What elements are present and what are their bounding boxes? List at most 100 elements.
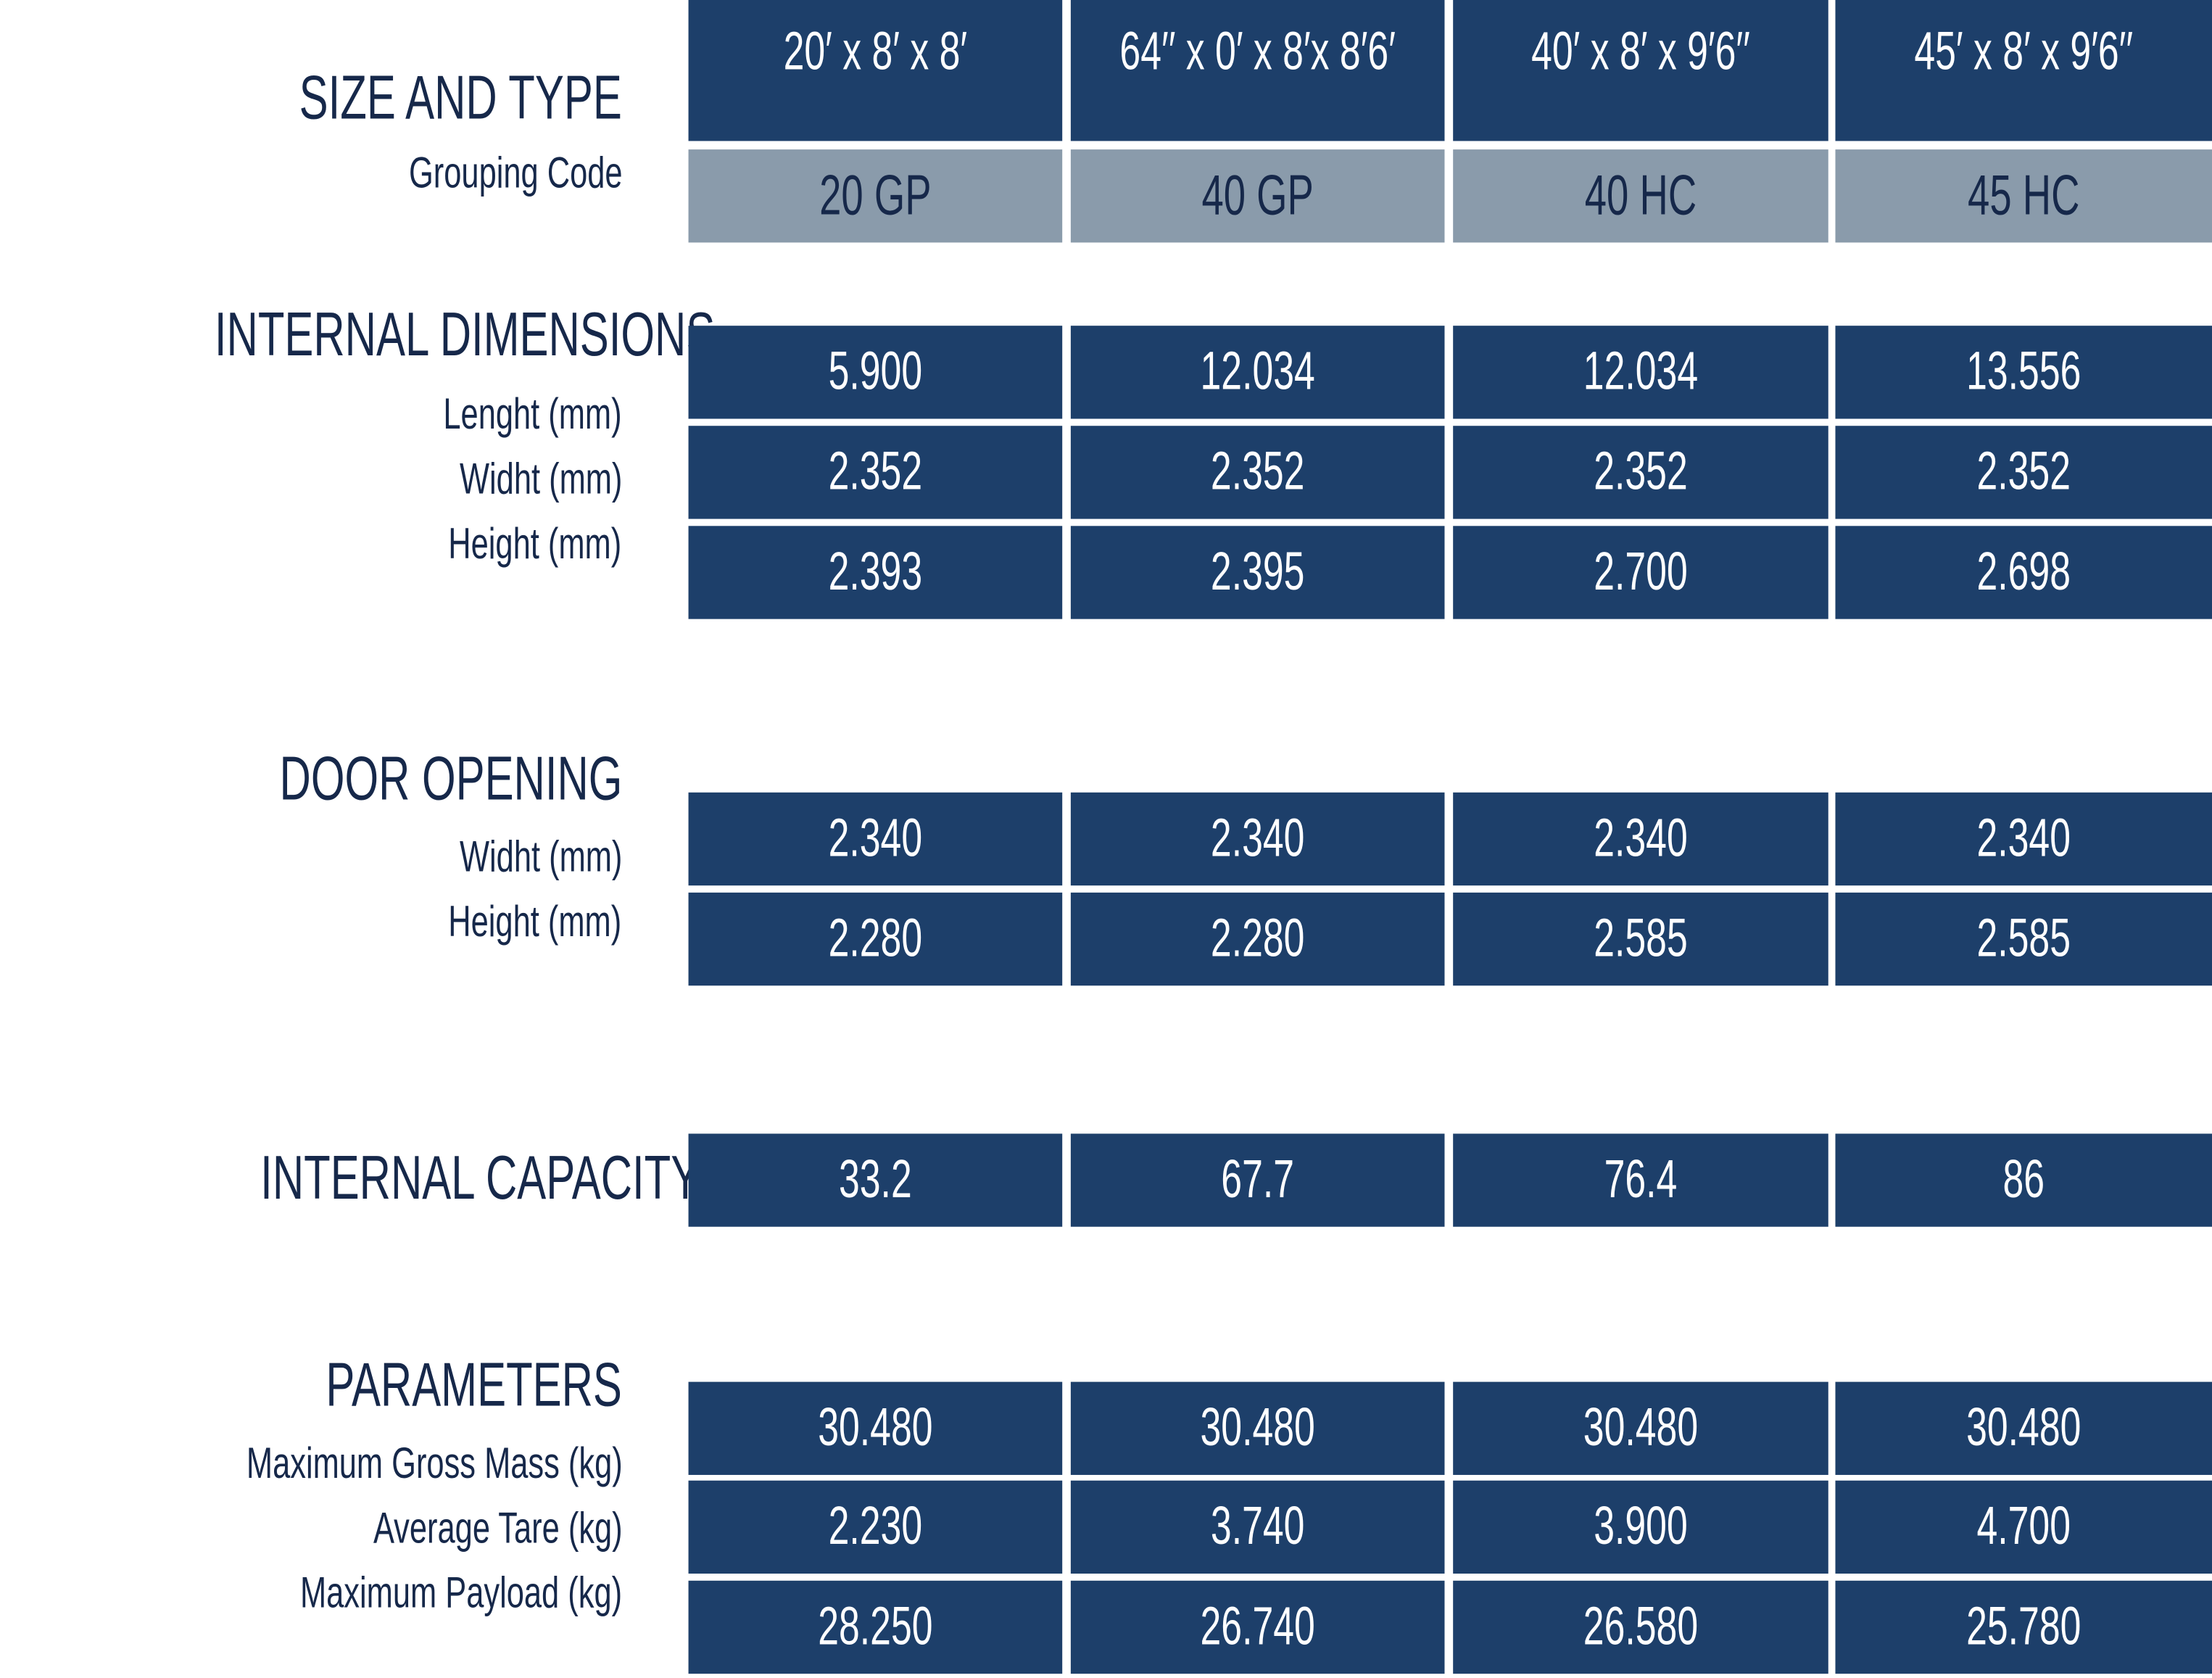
value-cell: 2.352 [1835,426,2212,519]
value-cell-text: 2.340 [828,809,923,869]
value-cell-text: 2.340 [1210,809,1305,869]
size-cell-text: 20′ x 8′ x 8′ [783,22,968,82]
section-title: SIZE AND TYPE [0,67,622,130]
value-cell: 2.698 [1835,526,2212,619]
row-label: Height (mm) [0,521,622,564]
value-cell: 2.393 [688,526,1063,619]
value-cell: 86 [1835,1133,2212,1227]
value-cell-text: 3.740 [1210,1497,1305,1557]
row-label-text: Grouping Code [408,147,623,197]
row-label: Maximum Payload (kg) [0,1570,622,1613]
row-label: Average Tare (kg) [0,1505,622,1549]
value-cell-text: 2.393 [828,542,923,603]
size-cell: 40′ x 8′ x 9′6′′ [1453,0,1828,141]
value-cell-text: 2.230 [828,1497,923,1557]
value-cell: 30.480 [1835,1381,2212,1475]
size-cell: 45′ x 8′ x 9′6′′ [1835,0,2212,141]
value-cell: 28.250 [688,1580,1063,1674]
value-cell: 2.280 [1070,892,1445,986]
value-cell-text: 86 [2002,1150,2045,1210]
value-cell-text: 2.340 [1976,809,2071,869]
value-cell-text: 3.900 [1594,1497,1688,1557]
value-cell: 26.740 [1070,1580,1445,1674]
size-cell: 20′ x 8′ x 8′ [688,0,1063,141]
value-cell: 3.740 [1070,1480,1445,1574]
row-label-text: Widht (mm) [459,453,623,503]
value-cell-text: 26.580 [1583,1598,1699,1657]
value-cell: 3.900 [1453,1480,1828,1574]
size-cell: 64′′ x 0′ x 8′x 8′6′ [1070,0,1445,141]
value-cell: 12.034 [1070,326,1445,419]
value-cell-text: 2.395 [1210,542,1305,603]
value-cell: 2.585 [1835,892,2212,986]
code-cell-text: 20 GP [819,165,932,228]
value-cell-text: 2.698 [1976,542,2071,603]
value-cell: 12.034 [1453,326,1828,419]
row-label: Maximum Gross Mass (kg) [0,1440,622,1484]
section-title: PARAMETERS [0,1355,622,1418]
value-cell-text: 2.340 [1594,809,1688,869]
value-cell-text: 2.280 [1210,909,1305,969]
value-cell-text: 2.352 [1594,442,1688,503]
code-cell: 40 GP [1070,149,1445,243]
row-label: Lenght (mm) [0,392,622,435]
value-cell: 33.2 [688,1133,1063,1227]
value-cell-text: 33.2 [838,1150,912,1210]
value-cell-text: 2.352 [1976,442,2071,503]
value-cell: 5.900 [688,326,1063,419]
size-cell-text: 64′′ x 0′ x 8′x 8′6′ [1119,22,1396,82]
value-cell: 2.700 [1453,526,1828,619]
row-label: Height (mm) [0,899,622,943]
row-label-text: Lenght (mm) [443,388,623,438]
value-cell-text: 12.034 [1583,342,1699,402]
value-cell: 2.280 [688,892,1063,986]
value-cell: 30.480 [1453,1381,1828,1475]
section-title-text: SIZE AND TYPE [299,63,623,133]
value-cell-text: 2.352 [828,442,923,503]
value-cell-text: 2.700 [1594,542,1688,603]
value-cell: 2.352 [688,426,1063,519]
row-label-text: Average Tare (kg) [373,1502,623,1552]
value-cell: 2.340 [1453,792,1828,886]
section-title-text: PARAMETERS [326,1350,623,1421]
row-label: Grouping Code [0,147,623,197]
value-cell-text: 28.250 [818,1598,933,1657]
value-cell-text: 2.585 [1976,909,2071,969]
row-label-text: Height (mm) [449,896,623,946]
row-label: Widht (mm) [0,456,622,500]
value-cell: 67.7 [1070,1133,1445,1227]
section-title: INTERNAL CAPACITY (Cub.m) [0,1147,868,1210]
code-cell: 40 HC [1453,149,1828,243]
value-cell-text: 2.280 [828,909,923,969]
size-cell-text: 40′ x 8′ x 9′6′′ [1531,22,1750,82]
value-cell-text: 12.034 [1200,342,1315,402]
row-label: Widht (mm) [0,834,622,877]
value-cell: 30.480 [688,1381,1063,1475]
value-cell: 4.700 [1835,1480,2212,1574]
value-cell-text: 30.480 [1200,1398,1315,1458]
row-label-text: Maximum Gross Mass (kg) [246,1437,623,1487]
code-cell: 45 HC [1835,149,2212,243]
code-cell-text: 40 HC [1584,165,1697,228]
value-cell: 26.580 [1453,1580,1828,1674]
value-cell: 2.352 [1070,426,1445,519]
value-cell: 13.556 [1835,326,2212,419]
value-cell: 2.340 [1070,792,1445,886]
value-cell: 76.4 [1453,1133,1828,1227]
value-cell-text: 67.7 [1221,1150,1295,1210]
value-cell-text: 76.4 [1604,1150,1678,1210]
row-label-text: Height (mm) [449,518,623,568]
value-cell: 2.340 [1835,792,2212,886]
size-cell-text: 45′ x 8′ x 9′6′′ [1914,22,2134,82]
row-label-text: Widht (mm) [459,831,623,881]
value-cell-text: 13.556 [1966,342,2081,402]
value-cell-text: 26.740 [1200,1598,1315,1657]
value-cell-text: 2.585 [1594,909,1688,969]
value-cell: 25.780 [1835,1580,2212,1674]
value-cell: 2.352 [1453,426,1828,519]
value-cell-text: 2.352 [1210,442,1305,503]
section-title-text: INTERNAL DIMENSIONS [214,300,716,370]
row-label-text: Maximum Payload (kg) [300,1567,623,1617]
